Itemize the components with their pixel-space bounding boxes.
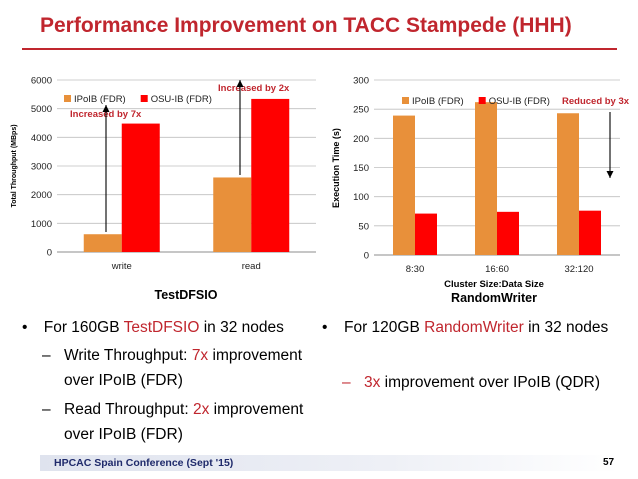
legend-entry: IPoIB (FDR) — [412, 96, 464, 107]
left-sub2-pre: Read Throughput: — [64, 401, 193, 418]
right-main-bullet: • For 120GB RandomWriter in 32 nodes — [322, 315, 612, 340]
right-sub1-post: improvement over IPoIB (QDR) — [380, 374, 601, 391]
right-main-highlight: RandomWriter — [424, 319, 524, 336]
chart-caption: TestDFSIO — [155, 288, 218, 302]
y-tick-label: 100 — [353, 192, 369, 203]
bar-ipoib-32120 — [557, 113, 579, 255]
arrowhead — [606, 171, 614, 178]
y-tick-label: 4000 — [31, 133, 52, 144]
legend-entry: OSU-IB (FDR) — [151, 94, 212, 105]
bullet-dot: • — [22, 319, 28, 336]
left-sub-bullet-2: – Read Throughput: 2x improvement over I… — [42, 397, 332, 447]
x-tick-label: 8:30 — [406, 264, 425, 275]
left-main-bullet: • For 160GB TestDFSIO in 32 nodes — [22, 315, 284, 340]
bar-osu-1660 — [497, 211, 519, 255]
y-tick-label: 2000 — [31, 190, 52, 201]
x-axis-label: Cluster Size:Data Size — [444, 279, 544, 290]
page-number: 57 — [603, 457, 615, 468]
page-title: Performance Improvement on TACC Stampede… — [40, 14, 572, 37]
y-tick-label: 0 — [47, 248, 52, 259]
y-tick-label: 1000 — [31, 219, 52, 230]
right-sub1-highlight: 3x — [364, 374, 381, 391]
arrowhead — [236, 80, 244, 87]
left-sub-bullet-1: – Write Throughput: 7x improvement over … — [42, 343, 332, 393]
bullet-dash: – — [342, 374, 351, 391]
right-bullets: • For 120GB RandomWriter in 32 nodes – 3… — [322, 315, 622, 405]
footer-bar — [40, 455, 620, 471]
footer-conference: HPCAC Spain Conference (Sept '15) — [54, 457, 234, 469]
legend-swatch — [402, 97, 409, 104]
left-main-post: in 32 nodes — [199, 319, 284, 336]
y-axis-label: Total Throughput (MBps) — [11, 124, 18, 207]
x-tick-label: 32:120 — [564, 264, 593, 275]
annotation-label: Reduced by 3x — [562, 96, 630, 107]
bullet-dot: • — [322, 319, 328, 336]
arrowhead — [102, 105, 110, 112]
bar-ipoib-write — [83, 234, 122, 252]
left-sub1-post: improvement over IPoIB (FDR) — [64, 347, 303, 389]
left-sub1-highlight: 7x — [191, 347, 209, 364]
left-sub2-post: improvement over IPoIB (FDR) — [64, 401, 304, 443]
right-main-post: in 32 nodes — [523, 319, 609, 336]
y-tick-label: 5000 — [31, 104, 52, 115]
legend-entry: IPoIB (FDR) — [74, 94, 126, 105]
bar-osu-write — [121, 123, 160, 252]
bar-osu-32120 — [579, 210, 601, 255]
left-bullets: • For 160GB TestDFSIO in 32 nodes – Writ… — [22, 315, 322, 445]
y-tick-label: 50 — [358, 221, 369, 232]
bar-osu-read — [251, 98, 290, 252]
y-axis-label: Execution Time (s) — [331, 128, 341, 208]
y-tick-label: 6000 — [31, 76, 52, 87]
right-sub-bullet-1: – 3x improvement over IPoIB (QDR) — [342, 370, 632, 395]
bullet-dash: – — [42, 347, 51, 364]
bar-ipoib-1660 — [475, 102, 497, 256]
title-rule — [22, 48, 617, 50]
legend-swatch — [140, 95, 148, 102]
right-main-pre: For 120GB — [344, 319, 425, 336]
legend-entry: OSU-IB (FDR) — [489, 96, 550, 107]
left-main-pre: For 160GB — [43, 319, 124, 336]
x-tick-label: read — [242, 261, 261, 272]
y-tick-label: 0 — [364, 251, 369, 262]
bullet-dash: – — [42, 401, 51, 418]
x-tick-label: 16:60 — [485, 264, 509, 275]
left-sub1-pre: Write Throughput: — [64, 347, 192, 364]
y-tick-label: 3000 — [31, 162, 52, 173]
legend-swatch — [64, 95, 71, 102]
left-sub2-highlight: 2x — [192, 401, 210, 418]
y-tick-label: 250 — [353, 105, 369, 116]
bar-ipoib-read — [213, 177, 252, 252]
x-tick-label: write — [111, 261, 132, 272]
bar-osu-830 — [415, 213, 437, 255]
left-main-highlight: TestDFSIO — [123, 319, 200, 336]
chart-caption: RandomWriter — [451, 291, 537, 305]
y-tick-label: 200 — [353, 134, 369, 145]
legend-swatch — [478, 97, 486, 104]
y-tick-label: 150 — [353, 163, 369, 174]
y-tick-label: 300 — [353, 76, 369, 87]
annotation-label: Increased by 2x — [218, 83, 290, 94]
bar-ipoib-830 — [393, 115, 415, 255]
